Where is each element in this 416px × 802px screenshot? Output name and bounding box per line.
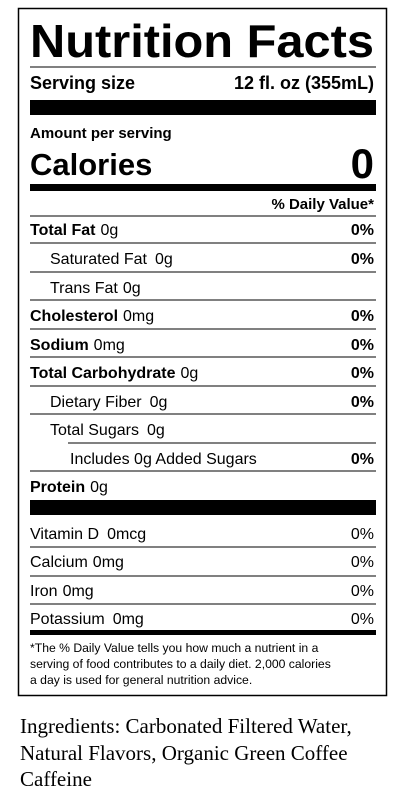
footnote-line: *The % Daily Value tells you how much a … (30, 641, 319, 655)
title: Nutrition Facts (30, 15, 374, 67)
nutrient-dv: 0% (351, 394, 374, 411)
vitamin-dv: 0% (351, 554, 374, 571)
nutrient-amount: 0g (155, 251, 173, 268)
nutrient-name: Sodium (30, 337, 89, 354)
label-border (17, 7, 388, 697)
nutrient-name: Dietary Fiber (50, 394, 142, 411)
vitamin-name: Calcium (30, 554, 88, 571)
nutrient-name: Protein (30, 479, 85, 496)
nutrient-row: Total Sugars 0g (50, 422, 165, 439)
ingredients-line: Caffeine (20, 767, 92, 791)
nutrient-amount: 0mg (94, 337, 125, 354)
nutrient-dv: 0% (351, 308, 374, 325)
vitamin-dv: 0% (351, 583, 374, 600)
nutrient-dv: 0% (351, 222, 374, 239)
nutrient-amount: 0g (181, 365, 199, 382)
nutrient-amount: 0g (123, 280, 141, 297)
vitamin-amount: 0mg (63, 583, 94, 600)
nutrient-name: Trans Fat (50, 280, 118, 297)
nutrient-row: Trans Fat 0g (50, 280, 141, 297)
nutrient-amount: 0g (147, 422, 165, 439)
nutrient-amount: 0g (150, 394, 168, 411)
vitamin-name: Potassium (30, 611, 105, 628)
vitamin-amount: 0mg (93, 554, 124, 571)
nutrient-row: Saturated Fat 0g (50, 251, 173, 268)
calories-value: 0 (351, 140, 374, 187)
footnote-line: a day is used for general nutrition advi… (30, 673, 252, 687)
ingredients-line: Ingredients: Carbonated Filtered Water, (20, 714, 352, 738)
serving-size-value: 12 fl. oz (355mL) (234, 73, 374, 93)
nutrient-dv: 0% (351, 337, 374, 354)
vitamin-row: Potassium 0mg (30, 611, 144, 628)
amount-per-serving: Amount per serving (30, 125, 172, 142)
nutrient-dv: 0% (351, 251, 374, 268)
thick-bar (30, 500, 376, 515)
medium-bar (30, 184, 376, 191)
nutrient-amount: 0g (90, 479, 108, 496)
footnote-line: serving of food contributes to a daily d… (30, 657, 331, 671)
nutrient-dv: 0% (351, 365, 374, 382)
nutrient-name: Total Carbohydrate (30, 365, 176, 382)
calories-label: Calories (30, 147, 152, 182)
nutrient-amount: 0g (100, 222, 118, 239)
nutrient-name: Total Fat (30, 222, 96, 239)
nutrient-name: Saturated Fat (50, 251, 148, 268)
nutrient-name: Includes 0g Added Sugars (70, 451, 257, 468)
vitamin-dv: 0% (351, 526, 374, 543)
vitamin-dv: 0% (351, 611, 374, 628)
thick-bar (30, 100, 376, 115)
medium-bar (30, 630, 376, 635)
ingredients-line: Natural Flavors, Organic Green Coffee (20, 741, 348, 765)
nutrient-row: Total Fat 0g (30, 222, 118, 239)
nutrient-amount: 0mg (123, 308, 154, 325)
vitamin-row: Calcium 0mg (30, 554, 124, 571)
serving-size-label: Serving size (30, 73, 135, 93)
vitamin-row: Vitamin D 0mcg (30, 526, 146, 543)
vitamin-name: Vitamin D (30, 526, 99, 543)
vitamin-amount: 0mg (113, 611, 144, 628)
nutrient-row: Sodium 0mg (30, 337, 125, 354)
nutrient-name: Total Sugars (50, 422, 139, 439)
vitamin-amount: 0mcg (107, 526, 146, 543)
daily-value-header: % Daily Value* (271, 196, 374, 213)
vitamin-row: Iron 0mg (30, 583, 94, 600)
nutrient-row: Dietary Fiber 0g (50, 394, 167, 411)
nutrient-row: Cholesterol 0mg (30, 308, 154, 325)
nutrient-name: Cholesterol (30, 308, 118, 325)
nutrient-row: Total Carbohydrate 0g (30, 365, 198, 382)
nutrient-row: Protein 0g (30, 479, 108, 496)
vitamin-name: Iron (30, 583, 58, 600)
nutrient-dv: 0% (351, 451, 374, 468)
